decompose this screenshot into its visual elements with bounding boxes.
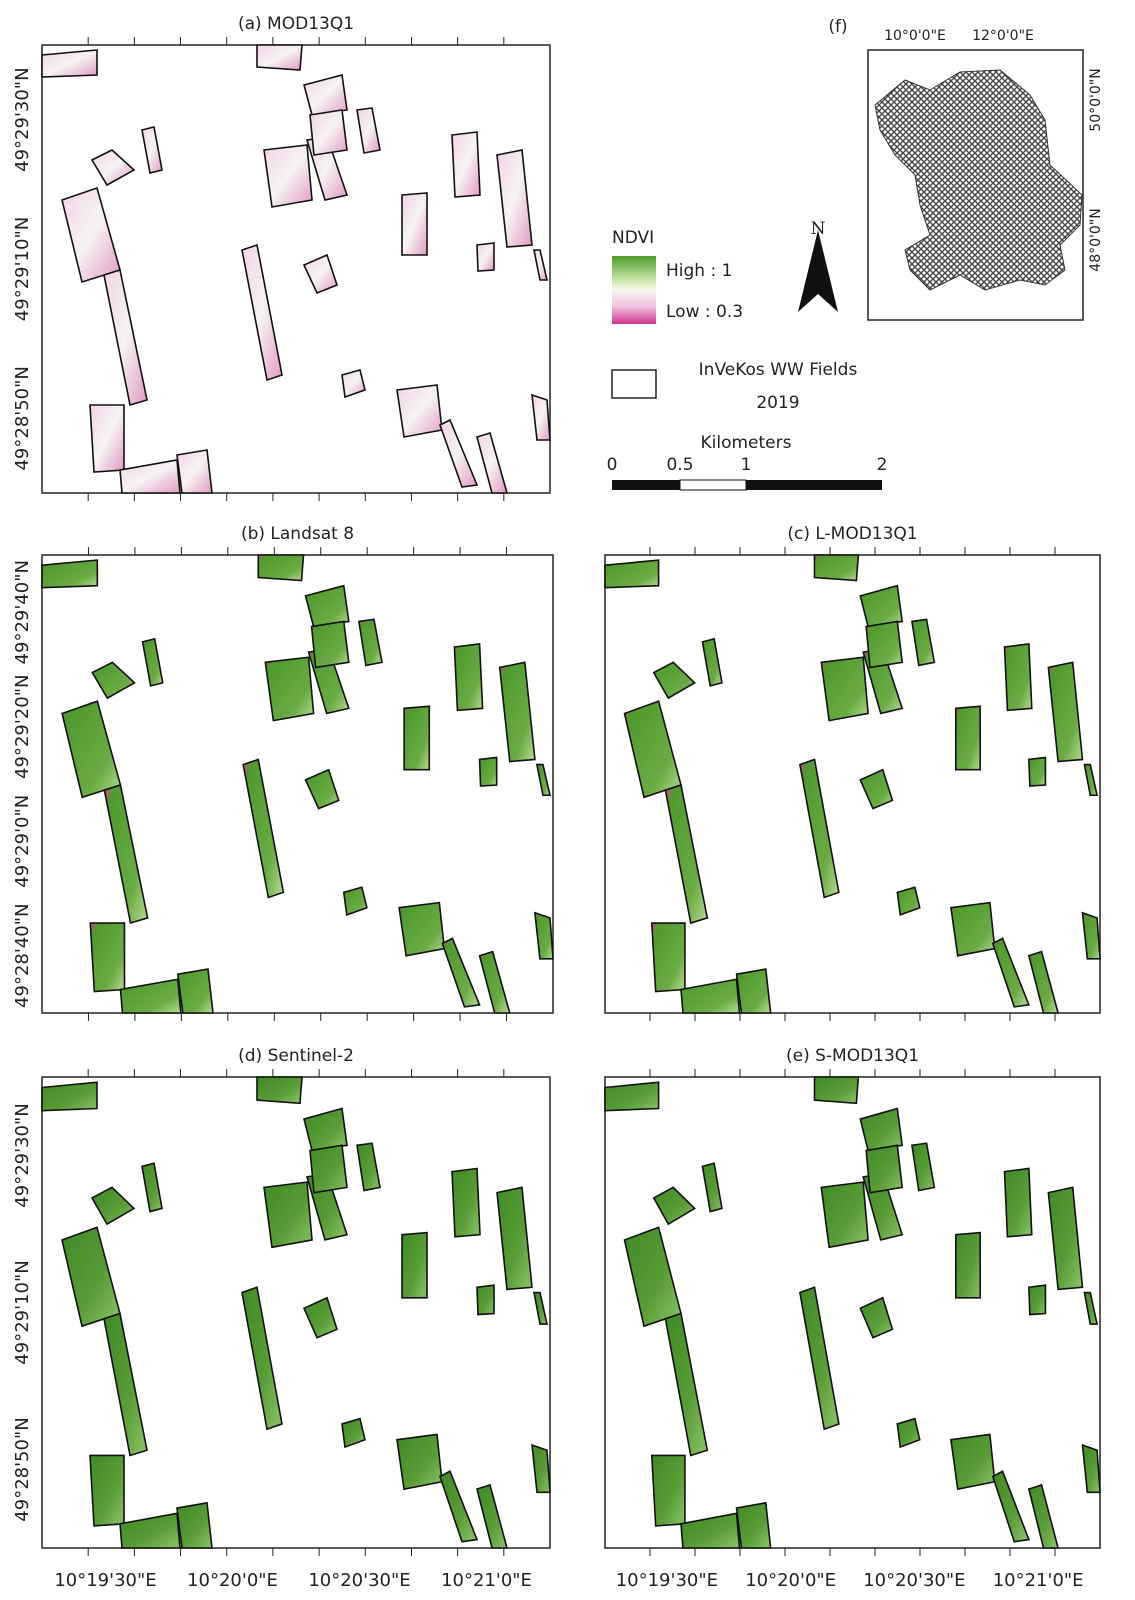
north-label: N: [811, 219, 826, 239]
field: [264, 145, 312, 207]
field: [866, 621, 902, 667]
field: [1005, 644, 1032, 710]
scale-seg: [746, 480, 882, 490]
field: [652, 923, 685, 991]
lon-label: 10°20'30"E: [863, 1570, 965, 1591]
field: [956, 1233, 980, 1298]
scale-seg: [680, 480, 746, 490]
field: [178, 969, 213, 1013]
field: [737, 969, 771, 1013]
field: [42, 560, 97, 588]
inset-lat-label: 48°0'0"N: [1088, 208, 1104, 271]
lat-label: 49°29'0"N: [12, 795, 33, 888]
field: [397, 385, 442, 437]
field: [264, 1182, 312, 1247]
scale-unit: Kilometers: [701, 433, 792, 453]
lat-label: 49°28'50"N: [12, 1417, 33, 1521]
inset-lon-label: 10°0'0"E: [884, 28, 946, 44]
panel-title: (b) Landsat 8: [241, 524, 354, 544]
field: [399, 903, 444, 956]
field: [1029, 757, 1046, 786]
field: [454, 644, 482, 710]
panel-title: (d) Sentinel-2: [238, 1046, 354, 1066]
field: [814, 555, 858, 581]
field: [310, 110, 347, 155]
lon-label: 10°20'0"E: [745, 1570, 836, 1591]
field: [265, 657, 313, 720]
lat-label: 49°29'10"N: [12, 1260, 33, 1364]
field: [1029, 1285, 1046, 1314]
field: [452, 1168, 480, 1236]
field: [652, 1455, 685, 1525]
field: [866, 1145, 902, 1192]
scale-label: 0: [607, 455, 618, 475]
inset-lat-label: 50°0'0"N: [1088, 68, 1104, 131]
field: [951, 1434, 995, 1489]
field: [404, 706, 429, 769]
lon-label: 10°21'0"E: [441, 1570, 532, 1591]
field: [257, 45, 302, 70]
lat-label: 49°29'30"N: [12, 67, 33, 171]
lon-label: 10°20'0"E: [187, 1570, 278, 1591]
lat-label: 49°29'30"N: [12, 1103, 33, 1207]
north-arrow: [798, 230, 838, 312]
field: [257, 1077, 302, 1103]
field: [737, 1503, 771, 1548]
field: [312, 621, 349, 667]
scale-label: 1: [741, 455, 752, 475]
lon-label: 10°19'30"E: [616, 1570, 718, 1591]
field: [42, 50, 97, 77]
figure: (f) 10°0'0"E 12°0'0"E 50°0'0"N 48°0'0"N …: [0, 0, 1135, 1600]
field: [310, 1145, 347, 1192]
field-symbol: [612, 370, 656, 398]
legend-low: Low : 0.3: [666, 302, 743, 322]
field: [814, 1077, 858, 1103]
lat-label: 49°29'40"N: [12, 560, 33, 664]
legend-fields: 2019: [756, 393, 799, 413]
lat-label: 49°29'10"N: [12, 217, 33, 321]
field: [90, 923, 124, 991]
lat-label: 49°28'40"N: [12, 904, 33, 1008]
scale-label: 2: [877, 455, 888, 475]
inset-lon-label: 12°0'0"E: [972, 28, 1034, 44]
field: [821, 1182, 868, 1247]
field: [402, 1233, 427, 1298]
panel-title: (a) MOD13Q1: [238, 14, 354, 34]
field: [477, 243, 494, 271]
field: [956, 706, 980, 769]
panel-title: (c) L-MOD13Q1: [787, 524, 917, 544]
scale-seg: [612, 480, 680, 490]
panel-title: (e) S-MOD13Q1: [786, 1046, 919, 1066]
field: [397, 1434, 442, 1489]
ndvi-ramp: [612, 256, 656, 324]
legend-fields: InVeKos WW Fields: [699, 360, 858, 380]
field: [42, 1082, 97, 1110]
field: [90, 405, 124, 472]
field: [480, 757, 497, 786]
field: [90, 1455, 124, 1525]
lon-label: 10°20'30"E: [308, 1570, 410, 1591]
field: [452, 132, 480, 197]
field: [258, 555, 303, 581]
field: [1005, 1168, 1032, 1236]
legend-high: High : 1: [666, 261, 732, 281]
field: [177, 450, 212, 493]
field: [605, 1082, 659, 1110]
lon-label: 10°19'30"E: [54, 1570, 156, 1591]
field: [605, 560, 659, 588]
lat-label: 49°28'50"N: [12, 366, 33, 470]
field: [821, 657, 868, 720]
legend-title: NDVI: [612, 228, 654, 248]
scale-label: 0.5: [666, 455, 693, 475]
field: [177, 1503, 212, 1548]
field: [402, 193, 427, 255]
lon-label: 10°21'0"E: [993, 1570, 1084, 1591]
field: [477, 1285, 494, 1314]
field: [951, 903, 995, 956]
inset-title: (f): [828, 17, 847, 37]
lat-label: 49°29'20"N: [12, 675, 33, 779]
